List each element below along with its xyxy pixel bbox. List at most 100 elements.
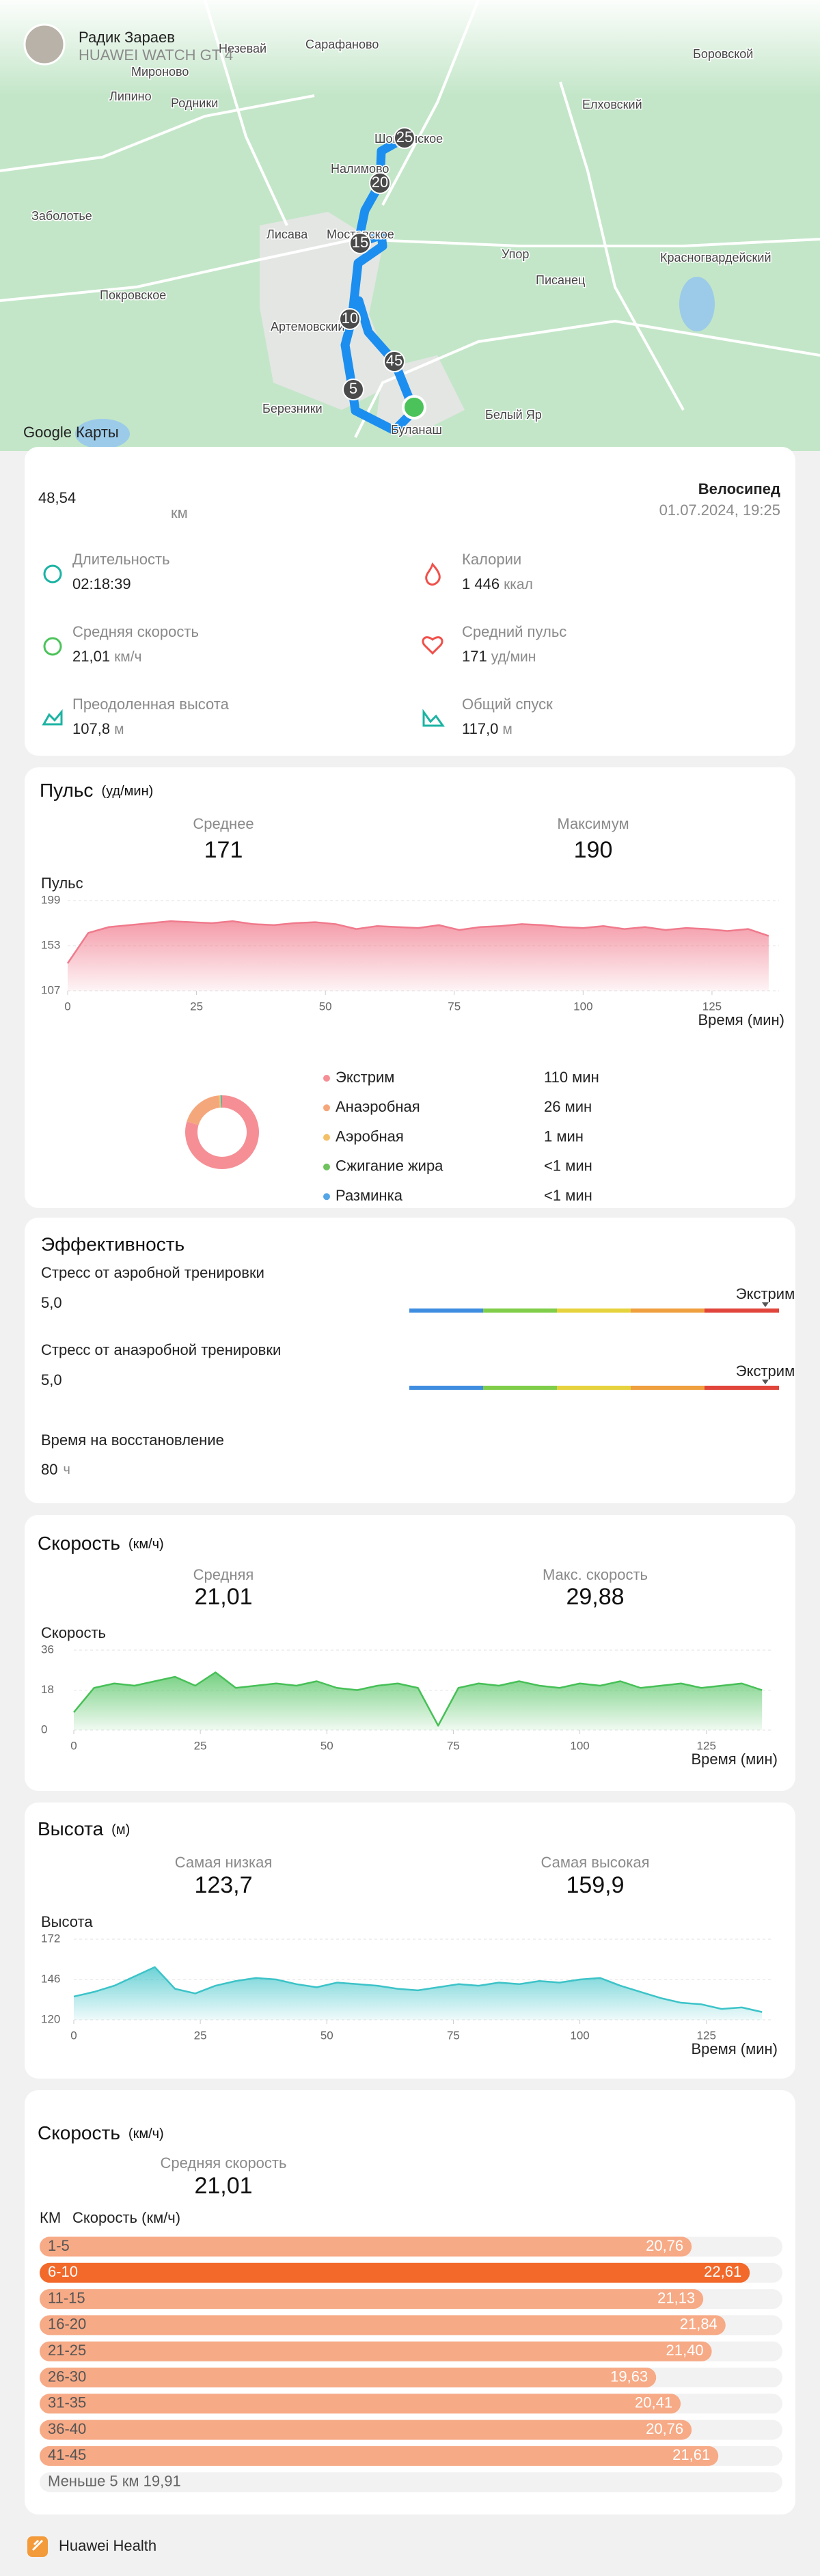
stat-number: 117,0 (462, 720, 498, 737)
title-unit: (м) (111, 1822, 130, 1837)
x-axis-label: Время (мин) (691, 2040, 778, 2057)
stat-unit: уд/мин (491, 649, 536, 665)
metric-label: Средняя (193, 1566, 254, 1583)
title-text: Высота (38, 1818, 104, 1839)
icon (43, 637, 62, 656)
y-tick-label: 36 (41, 1643, 54, 1656)
stat-label: Общий спуск (462, 696, 553, 713)
stat-label: Калории (462, 551, 521, 568)
metric-value: 21,01 (194, 2173, 252, 2199)
card-title: Скорость (км/ч) (38, 2122, 164, 2143)
bar (40, 2368, 657, 2387)
route-marker-label: 25 (396, 128, 413, 146)
legend-dot (323, 1193, 330, 1201)
bar (40, 2445, 719, 2466)
bar-category: 6-10 (48, 2263, 78, 2280)
map-label: Белый Яр (485, 408, 542, 422)
metric-value: 190 (574, 837, 613, 863)
map-label: Родники (171, 96, 218, 110)
stat-number: 107,8 (72, 720, 110, 737)
y-axis-label: Пульс (41, 875, 83, 892)
x-tick-label: 0 (70, 2029, 77, 2042)
metric-label: Макс. скорость (543, 1566, 648, 1583)
bar-category: 26-30 (48, 2368, 86, 2385)
route-marker (383, 351, 405, 372)
line (73, 1671, 763, 1727)
map-label: Писанец (536, 273, 585, 287)
title-text: Скорость (38, 1533, 120, 1554)
line (66, 920, 769, 964)
stat-unit: ккал (504, 577, 533, 592)
legend-value: <1 мин (544, 1187, 592, 1204)
title-text: Пульс (40, 780, 93, 801)
legend-dot (323, 1163, 330, 1170)
card-title: Эффективность (41, 1233, 184, 1255)
map[interactable]: Незевай Сарафаново Боровской Мироново Ли… (0, 0, 820, 451)
legend-dot (323, 1075, 330, 1082)
x-tick-label: 25 (194, 2029, 207, 2042)
bar-category: 31-35 (48, 2394, 86, 2411)
map-label: Покровское (100, 288, 166, 302)
bar-category: 1-5 (48, 2237, 70, 2254)
icon (422, 636, 443, 655)
route-marker-label: 20 (372, 174, 388, 191)
lake (679, 277, 715, 331)
card (25, 1515, 795, 1791)
icon (42, 709, 63, 726)
route-marker (369, 172, 391, 194)
column-header: Скорость (км/ч) (72, 2209, 180, 2226)
remainder-label: Меньше 5 км 19,91 (48, 2473, 181, 2490)
bar (40, 2289, 704, 2310)
bar (40, 2420, 692, 2440)
icon (425, 562, 441, 586)
x-tick-label: 0 (70, 1739, 77, 1752)
bar (40, 2341, 712, 2361)
date: 01.07.2024, 19:25 (659, 502, 780, 519)
metric-value: 123,7 (194, 1872, 252, 1898)
bar-value-label: 19,63 (610, 2368, 648, 2385)
stat-label: Длительность (72, 551, 170, 568)
card (25, 447, 795, 756)
metric-value: 21,01 (194, 1584, 252, 1610)
item-value: 5,0 (41, 1294, 62, 1311)
device-name: HUAWEI WATCH GT 4 (79, 46, 233, 64)
stats: Длительность 02:18:39 Средняя скорость 2… (42, 551, 566, 737)
card-title: Высота (м) (38, 1818, 130, 1839)
bar-value-label: 21,84 (680, 2316, 718, 2333)
card (25, 1218, 795, 1503)
stat-value: 171 уд/мин (462, 648, 536, 665)
x-axis-label: Время (мин) (691, 1751, 778, 1768)
map-label: Боровской (693, 47, 753, 61)
stat-value: 02:18:39 (72, 575, 131, 592)
metric-label: Самая низкая (175, 1854, 273, 1871)
bar-value-label: 22,61 (704, 2263, 741, 2280)
map-label: Сарафаново (305, 38, 379, 51)
bar-category: 36-40 (48, 2420, 86, 2437)
bar-value-label: 20,76 (646, 2237, 683, 2254)
line (73, 1966, 763, 2013)
donut-segment (187, 1095, 221, 1125)
recovery-unit: ч (63, 1462, 70, 1477)
legend-value: 26 мин (544, 1098, 592, 1115)
stat-label: Средний пульс (462, 623, 566, 640)
bar-value-label: 21,61 (672, 2446, 710, 2463)
y-tick-label: 120 (41, 2012, 60, 2025)
x-tick-label: 75 (447, 2029, 460, 2042)
y-axis-label: Высота (41, 1913, 93, 1930)
distance: 48,54 (38, 489, 76, 506)
x-tick-label: 25 (194, 1739, 207, 1752)
avatar[interactable] (23, 23, 66, 66)
x-tick-label: 100 (570, 1739, 589, 1752)
map-label: Налимово (331, 162, 389, 176)
stat-value: 21,01 км/ч (72, 648, 141, 665)
map-label: Мироново (131, 65, 189, 79)
stat-unit: м (114, 722, 124, 737)
distance-unit: км (171, 504, 188, 521)
x-tick-label: 125 (697, 2029, 716, 2042)
stat-number: 21,01 (72, 648, 110, 665)
legend-label: Экстрим (336, 1069, 394, 1086)
stat-unit: км/ч (114, 649, 141, 665)
level-label: Экстрим (736, 1285, 795, 1302)
